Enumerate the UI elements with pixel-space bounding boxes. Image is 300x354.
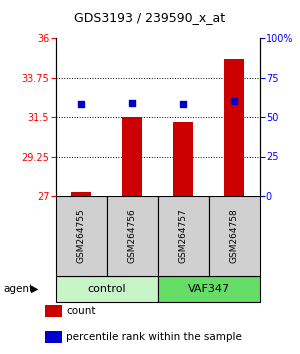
Point — [130, 100, 134, 105]
Text: VAF347: VAF347 — [188, 284, 230, 294]
Bar — [56, 196, 106, 276]
Text: count: count — [66, 306, 95, 316]
Point — [232, 98, 236, 104]
Text: GDS3193 / 239590_x_at: GDS3193 / 239590_x_at — [74, 11, 226, 24]
Bar — [158, 196, 208, 276]
Bar — [45, 305, 62, 316]
Text: GSM264758: GSM264758 — [230, 209, 238, 263]
Point — [181, 102, 185, 107]
Text: agent: agent — [3, 284, 33, 294]
Bar — [45, 331, 62, 343]
Bar — [158, 276, 260, 302]
Bar — [56, 276, 158, 302]
Text: ▶: ▶ — [31, 284, 38, 294]
Bar — [173, 122, 193, 196]
Text: GSM264756: GSM264756 — [128, 209, 136, 263]
Bar — [208, 196, 260, 276]
Bar — [71, 192, 91, 196]
Bar — [106, 196, 158, 276]
Bar — [122, 117, 142, 196]
Text: control: control — [87, 284, 126, 294]
Point — [79, 102, 83, 107]
Text: GSM264757: GSM264757 — [178, 209, 188, 263]
Text: percentile rank within the sample: percentile rank within the sample — [66, 332, 242, 342]
Text: GSM264755: GSM264755 — [76, 209, 85, 263]
Bar — [224, 59, 244, 196]
